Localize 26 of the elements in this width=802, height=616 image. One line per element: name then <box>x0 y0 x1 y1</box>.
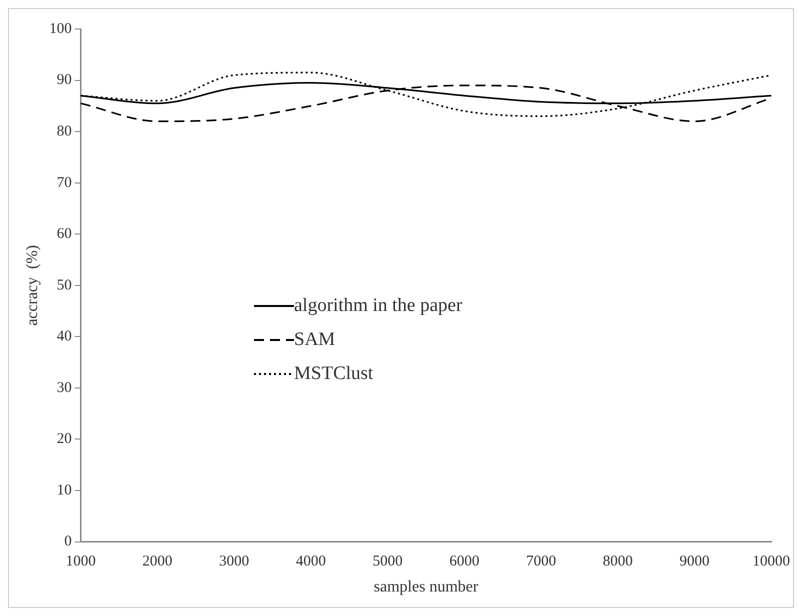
y-tick-label: 70 <box>56 174 72 191</box>
x-tick-label: 7000 <box>526 554 556 570</box>
x-tick-label: 8000 <box>602 554 633 570</box>
x-tick-label: 3000 <box>219 554 250 570</box>
y-tick-label: 0 <box>64 534 72 550</box>
y-axis-title: accracy (%) <box>24 244 41 326</box>
x-tick-label: 6000 <box>449 554 480 570</box>
y-tick-label: 60 <box>56 226 72 242</box>
y-tick-label: 80 <box>56 123 72 140</box>
y-tick-label: 90 <box>56 72 72 88</box>
legend-label: algorithm in the paper <box>294 295 462 317</box>
legend-label: MSTClust <box>294 363 374 385</box>
y-tick-label: 30 <box>56 380 72 396</box>
x-tick-label: 9000 <box>680 554 710 570</box>
y-tick-label: 20 <box>56 431 72 448</box>
legend-label: SAM <box>294 329 336 351</box>
x-axis-title: samples number <box>374 578 479 596</box>
y-tick-label: 100 <box>49 20 72 37</box>
x-tick-label: 1000 <box>66 554 96 570</box>
y-tick-label: 50 <box>56 277 72 294</box>
x-tick-label: 10000 <box>752 554 790 570</box>
y-tick-label: 40 <box>56 328 72 345</box>
x-tick-label: 4000 <box>296 554 326 570</box>
x-tick-label: 2000 <box>142 554 172 570</box>
y-tick-label: 10 <box>56 482 72 498</box>
x-tick-label: 5000 <box>372 554 403 570</box>
